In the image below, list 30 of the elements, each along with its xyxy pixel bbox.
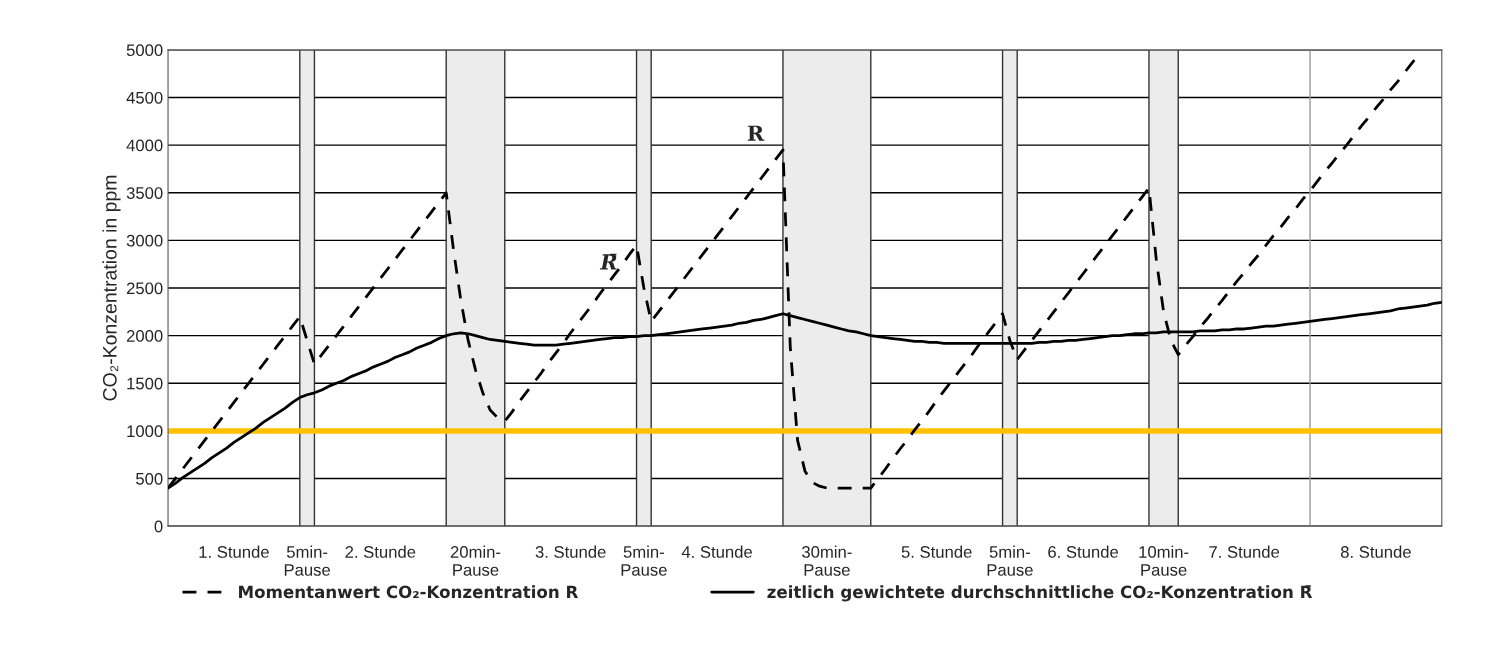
annotation: R̄ (599, 253, 617, 270)
x-tick-label: 5min- Pause (987, 545, 1033, 576)
y-tick-label: 0 (154, 520, 163, 533)
x-tick-label: 7. Stunde (1209, 545, 1280, 558)
y-tick-label: 2000 (126, 330, 163, 342)
y-tick-label: 3000 (126, 234, 163, 247)
x-tick-label: 4. Stunde (681, 545, 752, 558)
y-tick-label: 2500 (126, 282, 163, 295)
x-tick-label: 30min- Pause (802, 545, 852, 576)
y-tick-label: 4500 (126, 91, 163, 104)
legend-label: zeitlich gewichtete durchschnittliche CO₂-Konzentration R̄ (767, 585, 1313, 602)
x-tick-label: 5min- Pause (284, 545, 331, 576)
y-tick-label: 1000 (127, 425, 163, 438)
legend-label: Momentanwert CO₂-Konzentration R (239, 585, 579, 599)
y-tick-label: 3500 (126, 187, 163, 199)
y-tick-label: 5000 (126, 44, 163, 57)
y-tick-label: 1500 (127, 377, 163, 390)
x-tick-label: 2. Stunde (345, 545, 416, 558)
y-tick-label: 500 (136, 472, 163, 485)
x-tick-label: 10min- Pause (1139, 545, 1189, 576)
x-tick-label: 20min- Pause (450, 545, 501, 576)
x-tick-label: 5min- Pause (621, 545, 667, 576)
y-axis-title: CO₂-Konzentration in ppm (102, 175, 121, 401)
x-tick-label: 6. Stunde (1048, 545, 1119, 558)
x-tick-label: 8. Stunde (1340, 545, 1411, 558)
y-tick-label: 4000 (126, 139, 163, 152)
x-tick-label: 3. Stunde (535, 545, 606, 558)
x-tick-label: 1. Stunde (199, 545, 269, 558)
x-tick-label: 5. Stunde (901, 545, 972, 558)
annotation: R (747, 125, 765, 141)
